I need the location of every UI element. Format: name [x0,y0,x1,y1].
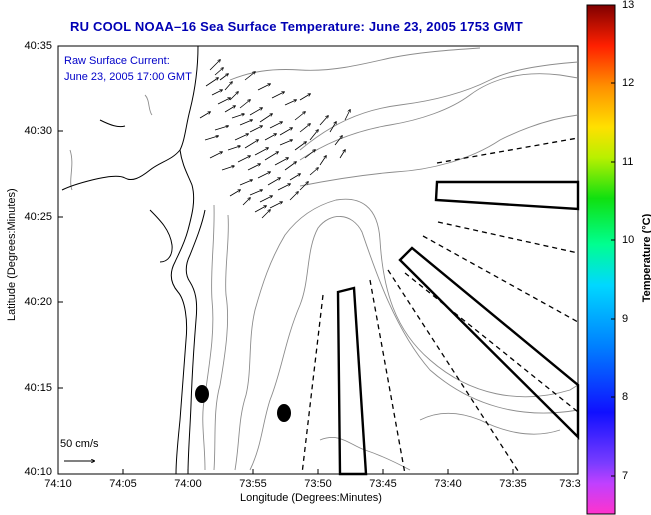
plot-frame [57,45,579,475]
colorbar-label: Temperature (°C) [641,213,651,303]
survey-lines [301,137,579,475]
x-tick: 74:05 [109,478,137,490]
legend-line-2: June 23, 2005 17:00 GMT [64,71,192,83]
colorbar-tick: 12 [622,77,635,89]
y-axis-label: Latitude (Degrees:Minutes) [6,188,18,321]
y-tick: 40:20 [24,296,52,308]
station-dot [277,404,291,422]
colorbar-tick: 11 [622,156,634,168]
y-tick: 40:10 [24,466,52,478]
survey-boxes [336,180,580,476]
colorbar-tick: 10 [622,234,635,246]
x-tick: 73:50 [304,478,332,490]
depth-contours [69,47,579,471]
map-title: RU COOL NOAA–16 Sea Surface Temperature:… [70,19,523,34]
colorbar-tick: 13 [622,0,635,11]
y-tick: 40:25 [24,211,52,223]
current-vectors [199,60,350,219]
station-dot [195,385,209,403]
colorbar-tick: 9 [622,313,629,325]
axis-ticks [57,45,514,475]
x-tick: 73:45 [369,478,397,490]
x-tick: 74:10 [44,478,72,490]
y-tick: 40:30 [24,125,52,137]
legend-line-1: Raw Surface Current: [64,55,170,67]
x-tick: 73:3 [559,478,581,490]
x-axis-label: Longitude (Degrees:Minutes) [240,492,382,504]
x-tick: 73:55 [239,478,267,490]
scale-label: 50 cm/s [60,438,99,450]
x-tick: 73:40 [434,478,462,490]
colorbar [586,4,616,515]
x-tick: 74:00 [174,478,202,490]
x-tick: 73:35 [499,478,527,490]
y-tick: 40:15 [24,382,52,394]
coastline [61,45,206,475]
y-tick: 40:35 [24,40,52,52]
colorbar-tick: 8 [622,391,629,403]
colorbar-tick: 7 [622,470,629,482]
colorbar-ticks [611,4,615,477]
